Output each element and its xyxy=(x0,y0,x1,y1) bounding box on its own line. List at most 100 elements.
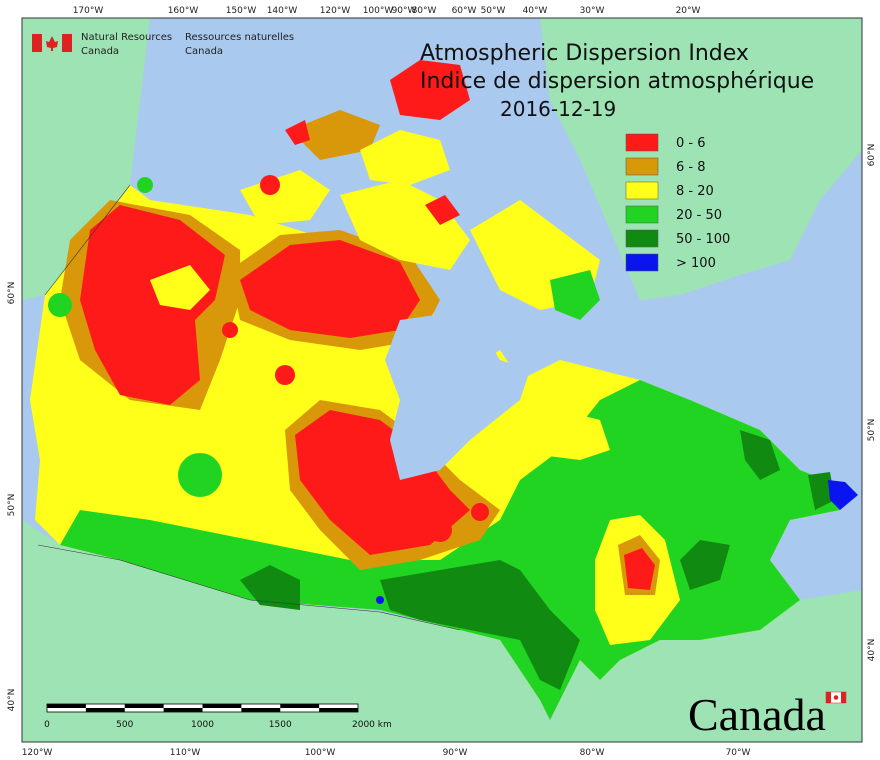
wordmark-flag xyxy=(826,692,831,703)
latitude-label: 40°N xyxy=(867,639,877,662)
scale-bar: 0 500 1000 1500 2000 km xyxy=(44,703,392,730)
scale-bar-segment xyxy=(163,708,203,712)
longitude-label: 100°W xyxy=(363,6,394,16)
region xyxy=(740,430,780,480)
scale-bar-segment xyxy=(202,704,242,708)
region xyxy=(390,60,470,120)
legend-label: 20 - 50 xyxy=(676,208,722,223)
flag-bar xyxy=(62,34,72,52)
greenland xyxy=(540,18,862,300)
wordmark-flag xyxy=(841,692,846,703)
border xyxy=(37,544,461,631)
region xyxy=(275,365,295,385)
wordmark-flag xyxy=(833,695,839,700)
legend: 0 - 6 6 - 8 8 - 20 20 - 50 50 - 100 > 100 xyxy=(625,133,730,272)
region xyxy=(290,110,380,160)
region xyxy=(137,177,153,193)
graticule-labels: 170°W 160°W 150°W 140°W 120°W 100°W90°W80°W 60… xyxy=(7,6,877,758)
longitude-label: 160°W xyxy=(168,6,199,16)
longitude-label: 50°W xyxy=(481,6,506,16)
agency-en: Natural Resources xyxy=(81,32,172,43)
region xyxy=(680,540,730,590)
legend-swatch xyxy=(625,181,659,200)
region xyxy=(624,548,655,590)
region xyxy=(425,195,460,225)
longitude-label: 30°W xyxy=(580,6,605,16)
hudson-bay xyxy=(385,310,530,480)
longitude-label: 100°W xyxy=(305,748,336,758)
scale-bar-segment xyxy=(280,704,320,708)
region xyxy=(222,322,238,338)
scale-bar-label: 1500 xyxy=(269,720,292,730)
maple-leaf xyxy=(46,36,58,51)
legend-label: 0 - 6 xyxy=(676,136,706,151)
wordmark: Canada xyxy=(688,689,847,740)
region xyxy=(428,518,452,542)
latitude-label: 50°N xyxy=(7,494,17,517)
scale-bar-segment xyxy=(319,708,358,712)
scale-bar-label: 2000 km xyxy=(352,720,392,730)
legend-swatch xyxy=(625,133,659,152)
scale-bar-segment xyxy=(241,708,281,712)
longitude-label: 60°W xyxy=(452,6,477,16)
longitude-label: 170°W xyxy=(73,6,104,16)
region xyxy=(471,503,489,521)
border xyxy=(44,184,131,296)
longitude-label: 90°W xyxy=(443,748,468,758)
scale-bar-segment xyxy=(47,704,86,708)
longitude-label: 140°W xyxy=(267,6,298,16)
alaska xyxy=(22,18,150,300)
legend-swatch xyxy=(625,157,659,176)
region xyxy=(80,205,225,405)
longitude-label: 110°W xyxy=(170,748,201,758)
canada xyxy=(30,60,858,720)
region xyxy=(295,410,470,555)
legend-label: 50 - 100 xyxy=(676,232,730,247)
longitude-label: 20°W xyxy=(676,6,701,16)
longitude-label: 120°W xyxy=(320,6,351,16)
longitude-label: 80°W xyxy=(412,6,437,16)
flag-bar xyxy=(32,34,42,52)
region xyxy=(178,453,222,497)
legend-swatch xyxy=(625,229,659,248)
region xyxy=(376,596,384,604)
agency-logo xyxy=(32,34,72,52)
latitude-label: 60°N xyxy=(867,144,877,167)
region xyxy=(48,293,72,317)
region xyxy=(380,560,580,690)
map-frame xyxy=(21,17,863,743)
longitude-label: 150°W xyxy=(226,6,257,16)
legend-label: 6 - 8 xyxy=(676,160,706,175)
region xyxy=(828,480,858,510)
region xyxy=(240,565,300,610)
longitude-label: 70°W xyxy=(726,748,751,758)
legend-label: > 100 xyxy=(676,256,716,271)
agency-fr: Canada xyxy=(185,46,223,57)
latitude-label: 60°N xyxy=(7,282,17,305)
title: Indice de dispersion atmosphérique xyxy=(420,69,814,94)
region xyxy=(360,130,450,185)
date: 2016-12-19 xyxy=(500,97,616,121)
legend-swatch xyxy=(625,205,659,224)
region xyxy=(240,240,420,338)
united-states xyxy=(22,520,862,742)
longitude-label: 80°W xyxy=(580,748,605,758)
region xyxy=(550,270,600,320)
scale-bar-segment xyxy=(85,708,125,712)
latitude-label: 50°N xyxy=(867,419,877,442)
agency-fr: Ressources naturelles xyxy=(185,32,294,43)
latitude-label: 40°N xyxy=(7,689,17,712)
region xyxy=(285,120,310,145)
wordmark-text: Canada xyxy=(688,689,826,740)
scale-bar-label: 1000 xyxy=(191,720,214,730)
region xyxy=(260,175,280,195)
scale-bar-segment xyxy=(124,704,164,708)
agency-en: Canada xyxy=(81,46,119,57)
longitude-label: 90°W xyxy=(392,6,417,16)
legend-label: 8 - 20 xyxy=(676,184,714,199)
title: Atmospheric Dispersion Index xyxy=(420,41,749,66)
region xyxy=(530,410,610,460)
longitude-label: 120°W xyxy=(22,748,53,758)
region xyxy=(150,265,210,310)
